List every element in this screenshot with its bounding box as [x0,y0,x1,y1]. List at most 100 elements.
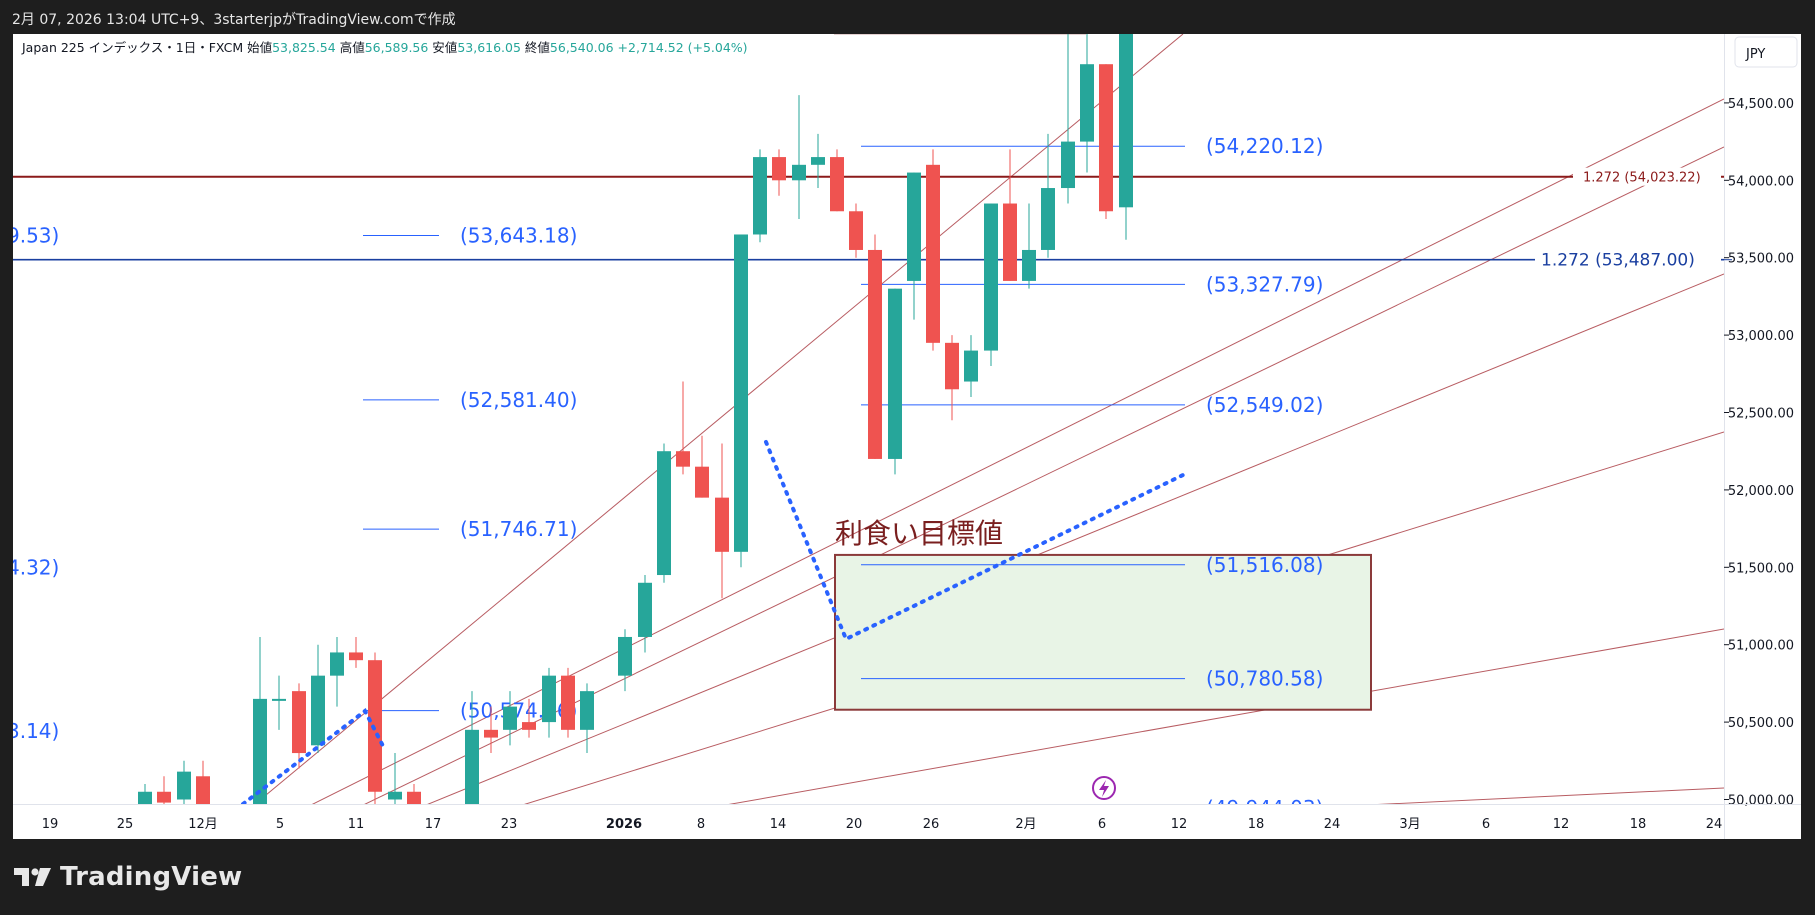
left-level-label: (50,574.46) [460,699,577,723]
candle-body [1022,249,1036,281]
candle-body [657,451,671,576]
time-tick-label: 18 [1630,817,1647,832]
price-tick-label: 52,500.00 [1728,407,1794,422]
time-tick-label: 5 [276,817,284,832]
time-tick-label: 6 [1098,817,1106,832]
candle-body [484,729,498,738]
time-tick-label: 3月 [1399,817,1420,832]
candle-body [542,675,556,723]
candle-body [157,791,171,803]
tradingview-logo-icon[interactable] [14,866,52,888]
left-level-label: (52,581.40) [460,388,577,412]
candle-body [465,729,479,804]
right-level-label: (51,516.08) [1206,553,1323,577]
price-chart[interactable]: 利食い目標値利食い目標値 (59,780.62)(56,711.90)(55,4… [13,34,1801,839]
lower-target-zone-title: 利食い目標値 [835,517,1003,550]
price-tick-label: 53,000.00 [1728,329,1794,344]
candle-body [964,350,978,382]
time-tick-label: 12月 [188,817,218,832]
left-level-label: (53,643.18) [460,224,577,248]
time-tick-label: 12 [1553,817,1570,832]
lower-target-zone [834,553,1372,711]
cut-level-label: 3.14) [13,719,59,743]
price-level-labels: (59,780.62)(56,711.90)(55,429.17)(53,643… [13,134,1721,804]
time-tick-label: 26 [923,817,940,832]
candle-body [196,776,210,804]
price-tick-label: 52,000.00 [1728,484,1794,499]
candle-body [830,157,844,212]
candle-body [926,164,940,343]
price-tick-label: 50,000.00 [1728,794,1794,809]
time-tick-label: 17 [425,817,442,832]
fan-line [311,98,1724,804]
time-tick-label: 8 [697,817,705,832]
candle-body [734,234,748,552]
time-tick-label: 11 [348,817,365,832]
candle-body [811,157,825,165]
footer: TradingView [14,860,242,894]
lightning-icon[interactable] [1092,776,1116,800]
time-tick-label: 2月 [1015,817,1036,832]
price-tick-label: 55,000.00 [1728,34,1794,35]
candle-body [695,466,709,498]
candle-body [618,636,632,676]
right-level-label: (52,549.02) [1206,393,1323,417]
candle-body [311,675,325,746]
candle-body [522,722,536,730]
left-level-label: (51,746.71) [460,517,577,541]
dotted-trendlines [241,440,1185,804]
chart-caption: 2月 07, 2026 13:04 UTC+9、3starterjpがTradi… [12,12,456,28]
candle-body [984,203,998,351]
candle-body [715,497,729,552]
time-tick-label: 24 [1706,817,1723,832]
candle-body [138,791,152,804]
candle-body [1119,34,1133,208]
candle-body [253,698,267,804]
time-tick-label: 20 [846,817,863,832]
target-zones: 利食い目標値利食い目標値 [834,34,1372,711]
candle-body [272,698,286,701]
candle-body [561,675,575,730]
candle-body [888,288,902,459]
time-tick-label: 14 [770,817,787,832]
currency-label: JPY [1745,47,1765,62]
right-level-label: (50,780.58) [1206,667,1323,691]
fib-horizontal-lines [13,175,1724,261]
time-tick-label: 25 [117,817,134,832]
candle-body [330,652,344,676]
candle-body [868,249,882,459]
price-tick-label: 53,500.00 [1728,252,1794,267]
tradingview-brand: TradingView [60,862,243,892]
time-tick-label: 19 [42,817,59,832]
candle-body [638,582,652,637]
candle-body [1061,141,1075,189]
time-tick-label: 2026 [606,817,642,832]
fan-line [1377,787,1724,804]
right-level-label: (54,220.12) [1206,134,1323,158]
price-axis: 59,000.0058,500.0058,000.0057,500.0057,0… [1724,34,1798,839]
currency-button[interactable]: JPY [1734,36,1798,68]
candle-body [1099,64,1113,212]
time-tick-label: 12 [1171,817,1188,832]
candle-body [1080,64,1094,142]
candle-body [753,157,767,235]
cut-level-label: 4.32) [13,555,59,579]
time-tick-label: 24 [1324,817,1341,832]
right-level-label: (53,327.79) [1206,272,1323,296]
candle-body [907,172,921,281]
fib-1272-red-label: 1.272 (54,023.22) [1583,171,1701,186]
candle-body [368,660,382,792]
dotted-trendline-right [764,440,1185,642]
chart-panel[interactable]: 利食い目標値利食い目標値 (59,780.62)(56,711.90)(55,4… [13,34,1801,839]
candle-body [349,652,363,661]
price-tick-label: 50,500.00 [1728,716,1794,731]
candle-body [177,771,191,800]
price-tick-label: 54,500.00 [1728,97,1794,112]
fib-1272-blue-label: 1.272 (53,487.00) [1541,251,1695,271]
symbol-legend: Japan 225 インデックス・1日・FXCM 始値53,825.54 高値5… [21,40,1116,800]
candlesticks [138,34,1133,804]
cut-level-label: 9.53) [13,223,59,247]
candle-body [1003,203,1017,281]
price-tick-label: 51,500.00 [1728,561,1794,576]
dotted-trendline-left [241,707,385,804]
